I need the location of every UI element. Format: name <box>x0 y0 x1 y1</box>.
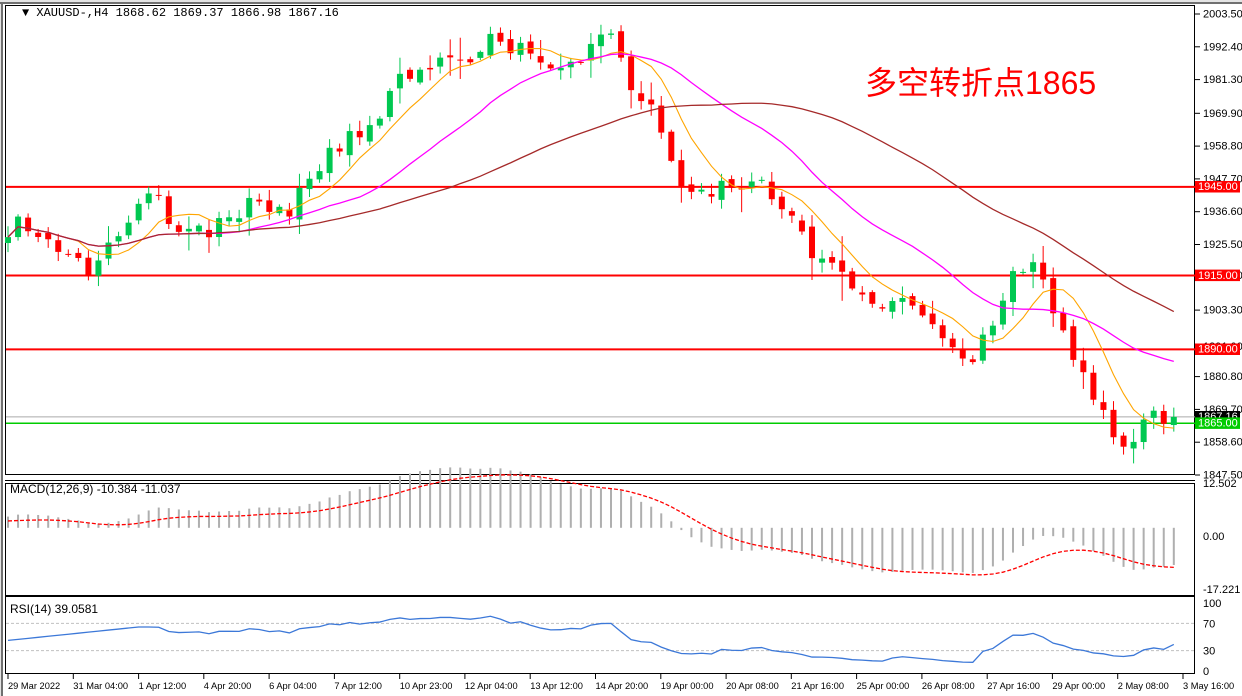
svg-text:1992.40: 1992.40 <box>1203 41 1242 53</box>
svg-text:1890.00: 1890.00 <box>1198 344 1238 356</box>
svg-text:12 Apr 04:00: 12 Apr 04:00 <box>465 681 518 691</box>
svg-text:0: 0 <box>1203 666 1209 678</box>
svg-text:0.00: 0.00 <box>1203 531 1224 543</box>
svg-text:1958.80: 1958.80 <box>1203 141 1242 153</box>
svg-text:1915.00: 1915.00 <box>1198 270 1238 282</box>
svg-text:31 Mar 04:00: 31 Mar 04:00 <box>73 681 128 691</box>
svg-text:1936.60: 1936.60 <box>1203 206 1242 218</box>
svg-text:1858.60: 1858.60 <box>1203 437 1242 449</box>
svg-text:13 Apr 12:00: 13 Apr 12:00 <box>530 681 583 691</box>
svg-text:MACD(12,26,9) -10.384 -11.037: MACD(12,26,9) -10.384 -11.037 <box>10 482 181 496</box>
svg-text:1903.30: 1903.30 <box>1203 305 1242 317</box>
svg-text:19 Apr 00:00: 19 Apr 00:00 <box>661 681 714 691</box>
svg-text:20 Apr 08:00: 20 Apr 08:00 <box>726 681 779 691</box>
svg-text:21 Apr 16:00: 21 Apr 16:00 <box>791 681 844 691</box>
svg-text:27 Apr 16:00: 27 Apr 16:00 <box>987 681 1040 691</box>
svg-text:70: 70 <box>1203 618 1215 630</box>
svg-text:29 Apr 00:00: 29 Apr 00:00 <box>1052 681 1105 691</box>
svg-text:1880.80: 1880.80 <box>1203 371 1242 383</box>
svg-text:6 Apr 04:00: 6 Apr 04:00 <box>269 681 317 691</box>
svg-text:1945.00: 1945.00 <box>1198 181 1238 193</box>
svg-text:12.502: 12.502 <box>1203 478 1237 490</box>
svg-text:-17.221: -17.221 <box>1203 584 1240 596</box>
svg-text:29 Mar 2022: 29 Mar 2022 <box>8 681 60 691</box>
svg-text:25 Apr 00:00: 25 Apr 00:00 <box>857 681 910 691</box>
svg-text:4 Apr 20:00: 4 Apr 20:00 <box>204 681 252 691</box>
svg-text:26 Apr 08:00: 26 Apr 08:00 <box>922 681 975 691</box>
svg-text:2 May 08:00: 2 May 08:00 <box>1118 681 1169 691</box>
svg-text:1865.00: 1865.00 <box>1198 418 1238 430</box>
svg-text:1969.90: 1969.90 <box>1203 108 1242 120</box>
svg-text:14 Apr 20:00: 14 Apr 20:00 <box>596 681 649 691</box>
svg-text:10 Apr 23:00: 10 Apr 23:00 <box>400 681 453 691</box>
svg-text:1981.30: 1981.30 <box>1203 74 1242 86</box>
svg-text:30: 30 <box>1203 646 1215 658</box>
svg-text:多空转折点1865: 多空转折点1865 <box>865 65 1096 101</box>
svg-text:▼ XAUUSD-,H4 1868.62 1869.37: ▼ XAUUSD-,H4 1868.62 1869.37 1866.98 186… <box>22 6 339 20</box>
svg-text:100: 100 <box>1203 598 1221 610</box>
svg-text:3 May 16:00: 3 May 16:00 <box>1183 681 1234 691</box>
svg-text:1 Apr 12:00: 1 Apr 12:00 <box>139 681 187 691</box>
svg-text:2003.50: 2003.50 <box>1203 9 1242 21</box>
svg-text:7 Apr 12:00: 7 Apr 12:00 <box>334 681 382 691</box>
svg-text:1925.50: 1925.50 <box>1203 239 1242 251</box>
svg-text:RSI(14) 39.0581: RSI(14) 39.0581 <box>10 602 98 616</box>
